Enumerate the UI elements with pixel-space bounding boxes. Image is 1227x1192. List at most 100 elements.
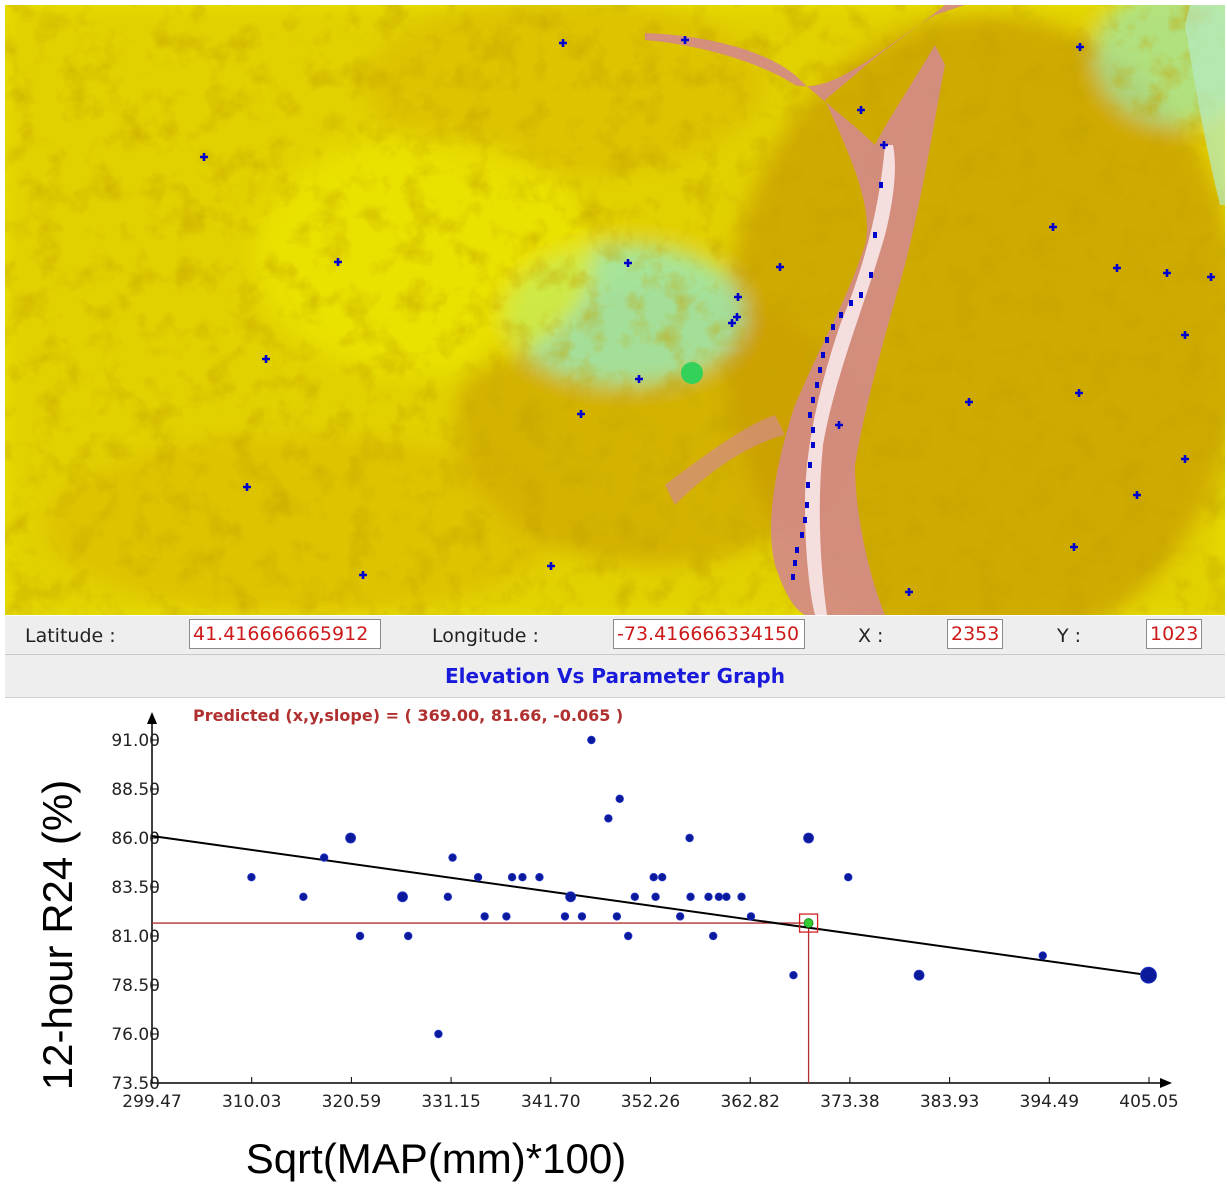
scatter-point: [502, 912, 511, 921]
scatter-point: [615, 794, 624, 803]
scatter-point: [448, 853, 457, 862]
scatter-point: [649, 872, 658, 882]
station-plus-icon[interactable]: [1075, 389, 1083, 397]
x-field[interactable]: 2353: [947, 619, 1003, 649]
station-dot-icon: [808, 412, 812, 418]
elevation-parameter-graph[interactable]: 299.47 310.03 320.59 331.15 341.70 352.26 362.…: [0, 700, 1227, 1192]
station-plus-icon[interactable]: [635, 375, 643, 383]
station-plus-icon[interactable]: [857, 106, 865, 114]
station-plus-icon[interactable]: [200, 153, 208, 161]
scatter-point: [565, 891, 577, 903]
scatter-point: [604, 814, 613, 823]
station-plus-icon[interactable]: [334, 258, 342, 266]
station-dot-icon: [859, 292, 863, 298]
chart-ticks: 299.47 310.03 320.59 331.15 341.70 352.26 362.…: [111, 731, 1178, 1112]
scatter-point: [507, 872, 517, 882]
station-dot-icon: [849, 300, 853, 306]
scatter-point: [624, 931, 633, 941]
station-plus-icon[interactable]: [733, 313, 741, 321]
station-plus-icon[interactable]: [243, 483, 251, 491]
y-tick-label: 73.50: [111, 1074, 160, 1094]
station-plus-icon[interactable]: [624, 259, 632, 267]
y-axis-arrow-icon: [147, 712, 157, 724]
station-dot-icon: [803, 517, 807, 523]
scatter-point: [630, 892, 640, 901]
scatter-point: [403, 931, 413, 941]
scatter-point: [709, 931, 718, 941]
y-axis-title: 12-hour R24 (%): [34, 780, 81, 1090]
map-canvas[interactable]: [5, 5, 1225, 615]
station-plus-icon[interactable]: [1181, 331, 1189, 339]
station-dot-icon: [791, 574, 795, 580]
station-plus-icon[interactable]: [1076, 43, 1084, 51]
scatter-point: [658, 872, 667, 882]
scatter-point: [480, 912, 489, 921]
y-tick-label: 78.50: [111, 976, 160, 996]
x-axis-arrow-icon: [1160, 1078, 1172, 1088]
station-plus-icon[interactable]: [734, 293, 742, 301]
latitude-field[interactable]: 41.416666665912: [189, 619, 381, 649]
station-dot-icon: [815, 382, 819, 388]
station-dot-icon: [793, 560, 797, 566]
station-plus-icon[interactable]: [1113, 264, 1121, 272]
station-plus-icon[interactable]: [547, 562, 555, 570]
scatter-point: [913, 969, 925, 981]
predicted-readout: Predicted (x,y,slope) = ( 369.00, 81.66,…: [193, 706, 623, 725]
station-plus-icon[interactable]: [359, 571, 367, 579]
x-tick-label: 299.47: [122, 1092, 181, 1112]
station-plus-icon[interactable]: [1207, 273, 1215, 281]
station-plus-icon[interactable]: [1133, 491, 1141, 499]
y-tick-label: 88.50: [111, 780, 160, 800]
station-dot-icon: [805, 502, 809, 508]
elevation-map[interactable]: [5, 5, 1225, 615]
scatter-point: [651, 892, 660, 901]
station-plus-icon[interactable]: [880, 141, 888, 149]
station-plus-icon[interactable]: [559, 39, 567, 47]
x-tick-label: 341.70: [521, 1092, 580, 1112]
x-tick-label: 405.05: [1119, 1092, 1178, 1112]
station-dot-icon: [869, 272, 873, 278]
station-plus-icon[interactable]: [1163, 269, 1171, 277]
station-dot-icon: [811, 427, 815, 433]
longitude-field[interactable]: -73.416666334150: [613, 619, 805, 649]
y-tick-label: 86.00: [111, 829, 160, 849]
y-field[interactable]: 1023: [1146, 619, 1202, 649]
predicted-guides: [152, 922, 810, 1083]
station-dot-icon: [818, 367, 822, 373]
station-plus-icon[interactable]: [681, 36, 689, 44]
station-plus-icon[interactable]: [835, 421, 843, 429]
data-points: [247, 735, 1157, 1039]
x-tick-label: 373.38: [820, 1092, 879, 1112]
graph-title-bar: Elevation Vs Parameter Graph: [5, 655, 1225, 698]
station-plus-icon[interactable]: [728, 319, 736, 327]
scatter-point: [577, 912, 587, 921]
station-dot-icon: [831, 324, 835, 330]
scatter-point: [686, 892, 695, 901]
station-dot-icon: [795, 547, 799, 553]
station-plus-icon[interactable]: [905, 588, 913, 596]
station-dot-icon: [806, 482, 810, 488]
scatter-point: [443, 892, 453, 901]
station-plus-icon[interactable]: [1049, 223, 1057, 231]
station-plus-icon[interactable]: [262, 355, 270, 363]
station-plus-icon[interactable]: [776, 263, 784, 271]
station-plus-icon[interactable]: [1070, 543, 1078, 551]
station-plus-icon[interactable]: [577, 410, 585, 418]
station-dot-icon: [811, 442, 815, 448]
scatter-chart[interactable]: 299.47 310.03 320.59 331.15 341.70 352.26 362.…: [0, 700, 1227, 1192]
station-plus-icon[interactable]: [1181, 455, 1189, 463]
station-plus-icon[interactable]: [965, 398, 973, 406]
x-tick-label: 362.82: [720, 1092, 779, 1112]
scatter-point: [737, 892, 746, 901]
station-dot-icon: [808, 462, 812, 468]
station-dot-icon: [879, 182, 883, 188]
graph-title: Elevation Vs Parameter Graph: [445, 664, 785, 688]
y-label: Y :: [1057, 625, 1082, 647]
latitude-label: Latitude :: [25, 625, 116, 647]
station-markers: [200, 36, 1215, 596]
scatter-point: [722, 892, 731, 901]
selected-location-marker[interactable]: [681, 362, 703, 384]
scatter-point: [434, 1029, 443, 1039]
station-dot-icon: [873, 232, 877, 238]
scatter-point: [355, 931, 365, 941]
